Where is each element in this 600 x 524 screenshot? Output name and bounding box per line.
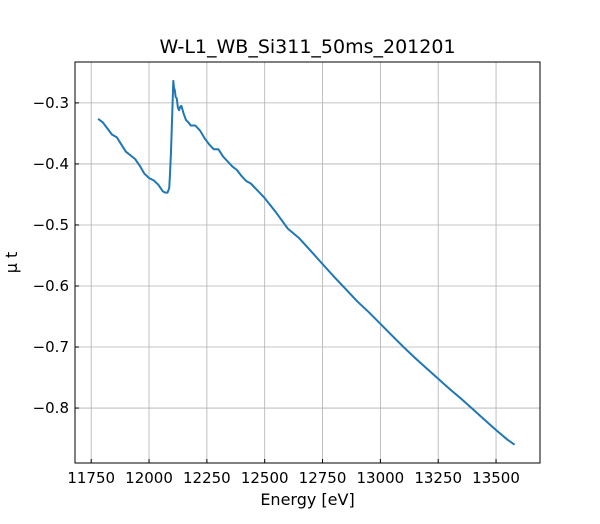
ticks: 11750 12000 12250 12500 12750 13000 13250 13500… bbox=[33, 94, 520, 487]
series-line bbox=[97, 79, 516, 446]
chart-title: W-L1_WB_Si311_50ms_201201 bbox=[159, 36, 455, 58]
x-axis-label: Energy [eV] bbox=[260, 490, 354, 509]
x-tick-label: 13500 bbox=[472, 469, 520, 487]
y-tick-label: −0.3 bbox=[33, 94, 69, 112]
data-series bbox=[97, 79, 516, 446]
x-tick-label: 12500 bbox=[241, 469, 289, 487]
x-tick-label: 11750 bbox=[67, 469, 115, 487]
x-tick-label: 12000 bbox=[125, 469, 173, 487]
y-tick-label: −0.6 bbox=[33, 277, 69, 295]
y-tick-label: −0.4 bbox=[33, 155, 69, 173]
x-tick-label: 13250 bbox=[414, 469, 462, 487]
x-tick-label: 13000 bbox=[357, 469, 405, 487]
plot-frame bbox=[74, 61, 541, 464]
y-tick-label: −0.7 bbox=[33, 338, 69, 356]
grid bbox=[75, 62, 540, 463]
y-axis-label: μ t bbox=[2, 252, 21, 274]
x-tick-label: 12250 bbox=[183, 469, 231, 487]
x-tick-label: 12750 bbox=[299, 469, 347, 487]
y-tick-label: −0.8 bbox=[33, 399, 69, 417]
y-tick-label: −0.5 bbox=[33, 216, 69, 234]
